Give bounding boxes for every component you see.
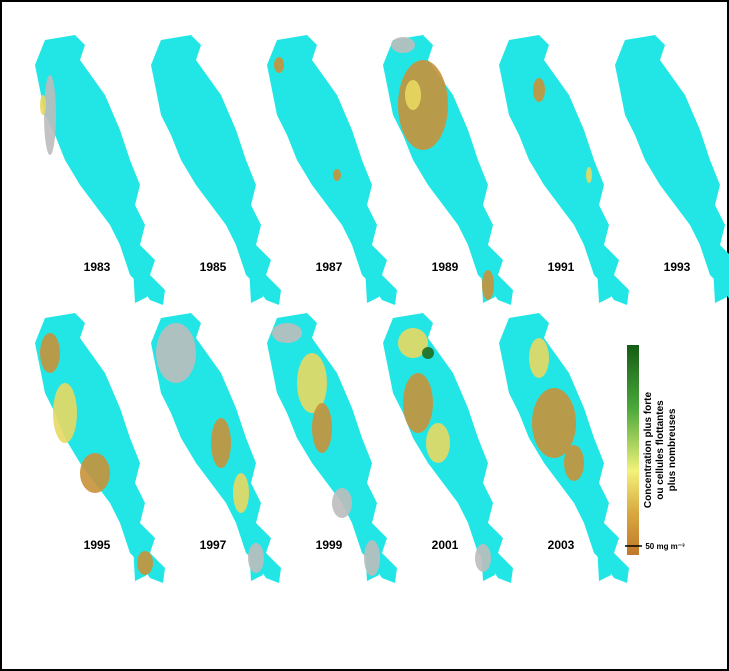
bloom-patch [233,473,249,513]
legend-line: Concentration plus forte [643,392,654,509]
year-label: 1983 [84,260,111,274]
year-label: 1989 [432,260,459,274]
bloom-patch [333,169,341,181]
bloom-patch [398,60,448,150]
bloom-patch [312,403,332,453]
bloom-patch [403,373,433,433]
year-label: 1997 [200,538,227,552]
bloom-patch [364,540,380,576]
bloom-patch [156,323,196,383]
legend-line: ou cellules flottantes [655,400,666,500]
bloom-patch [426,423,450,463]
color-ramp [627,345,639,555]
year-label: 2003 [548,538,575,552]
year-label: 1999 [316,538,343,552]
bloom-patch [533,78,545,102]
bloom-patch [274,57,284,73]
legend-min-label: 50 mg m⁻³ [645,542,685,551]
legend-line: plus nombreuses [667,408,678,491]
bloom-patch [211,418,231,468]
year-label: 2001 [432,538,459,552]
bloom-patch [44,75,56,155]
bloom-patch [248,543,264,573]
bloom-patch [40,333,60,373]
bloom-patch [391,37,415,53]
bloom-patch [564,445,584,481]
figure: 1983 1985 1987 1989 1991 1993 1995 1997 1999 2001… [0,0,729,671]
year-label: 1991 [548,260,575,274]
bloom-patch [586,167,592,183]
bloom-patch [422,347,434,359]
bloom-patch [405,80,421,110]
year-label: 1987 [316,260,343,274]
bloom-patch [332,488,352,518]
bloom-patch [529,338,549,378]
year-label: 1995 [84,538,111,552]
bloom-patch [80,453,110,493]
bloom-patch [475,544,491,572]
year-label: 1993 [664,260,691,274]
bloom-patch [53,383,77,443]
bloom-patch [482,270,494,300]
year-label: 1985 [200,260,227,274]
bloom-patch [272,323,302,343]
bloom-patch [137,551,153,575]
bloom-patch [40,95,46,115]
